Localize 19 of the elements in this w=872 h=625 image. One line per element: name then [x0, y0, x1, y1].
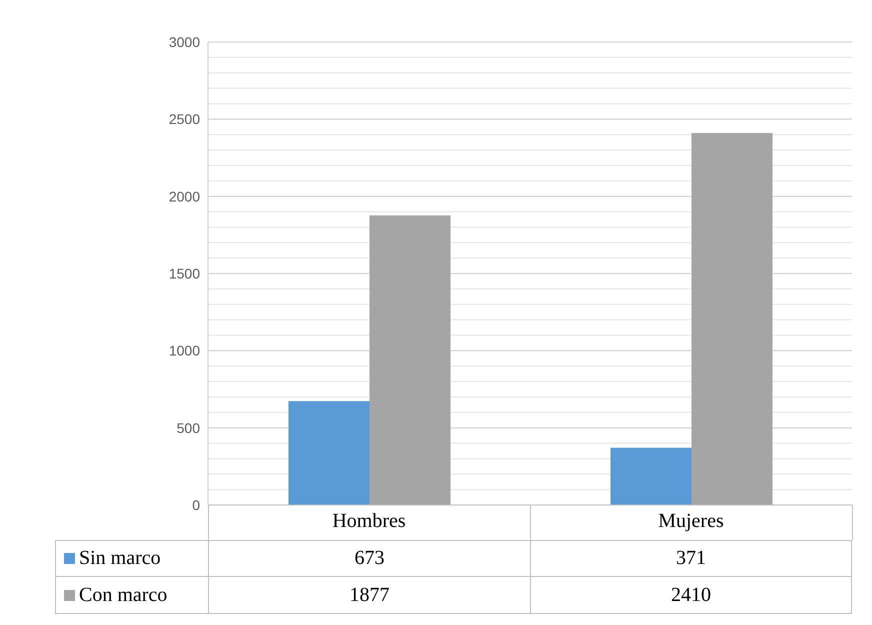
legend-label: Con marco — [79, 584, 168, 606]
data-label: 2410 — [530, 577, 852, 614]
bar — [610, 448, 692, 505]
legend-label: Sin marco — [79, 547, 161, 570]
y-tick-label: 1000 — [168, 342, 200, 359]
x-tick-label: Mujeres — [658, 510, 724, 532]
bar — [370, 215, 450, 505]
data-label: 1877 — [208, 577, 530, 614]
y-tick-label: 0 — [192, 496, 200, 513]
y-tick-label: 2000 — [168, 188, 200, 204]
x-tick-label: Hombres — [332, 510, 406, 532]
bar — [288, 401, 370, 505]
data-label: 673 — [208, 540, 530, 577]
data-label: 371 — [530, 540, 852, 577]
y-tick-label: 1500 — [168, 265, 200, 282]
y-tick-label: 3000 — [168, 34, 200, 50]
y-tick-label: 500 — [176, 420, 200, 436]
bar — [692, 133, 772, 505]
y-tick-label: 2500 — [168, 111, 200, 128]
